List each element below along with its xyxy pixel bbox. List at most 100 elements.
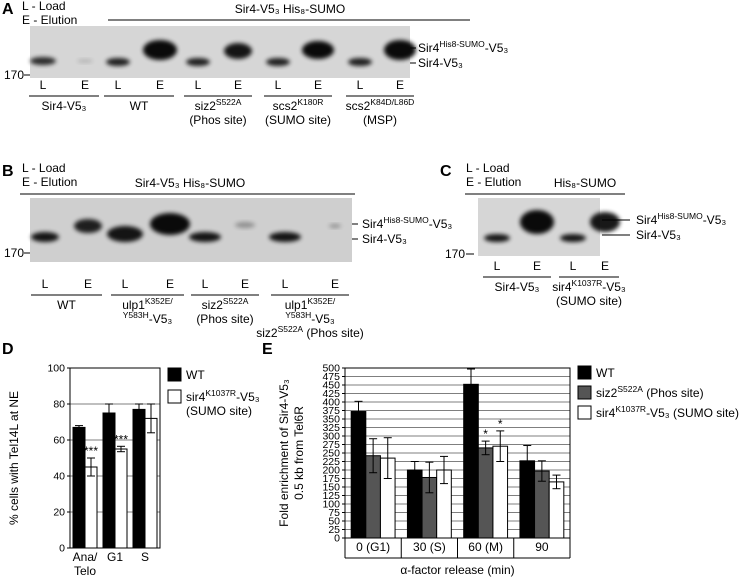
band [224, 43, 252, 59]
legend-swatch [167, 367, 182, 382]
y-tick-label: 225 [322, 456, 340, 468]
lane-label: E [396, 78, 404, 92]
y-tick-label: 75 [328, 507, 340, 519]
y-axis-title: 0.5 kb from Tel6R [292, 406, 306, 500]
y-tick-label: 350 [322, 414, 340, 426]
y-tick-label: 100 [47, 363, 65, 375]
panel-letter: A [2, 1, 14, 18]
text-run: Sir4-V5₃ [495, 280, 540, 294]
lane-label: E [331, 277, 339, 291]
y-tick-label: 125 [322, 490, 340, 502]
bar [406, 469, 423, 539]
x-tick-label: S [141, 550, 149, 564]
header: Sir4-V5₃ His₈-SUMO [135, 176, 246, 190]
text-run: Sir4-V5₃ [418, 56, 463, 70]
text-run: (SUMO site) [186, 404, 252, 418]
text-run: -V5₃ [602, 280, 626, 294]
lane-key: L - Load [466, 161, 510, 175]
text-run: Sir4-V5₃ [362, 232, 407, 246]
x-tick-label: 0 (G1) [356, 540, 390, 554]
text-run: (Phos site) [303, 326, 364, 340]
text-run: Sir4 [362, 217, 384, 231]
text-run: (SUMO site) [556, 294, 622, 308]
band [384, 40, 416, 60]
header: His₈-SUMO [554, 176, 616, 190]
lane-label: L [115, 78, 122, 92]
text-run: Ana/ [73, 550, 98, 564]
band-label: Sir4-V5₃ [636, 228, 681, 242]
band [31, 232, 59, 242]
lane-label: E [234, 78, 242, 92]
band [106, 58, 130, 66]
y-tick-label: 25 [328, 524, 340, 536]
text-run: (Phos site) [643, 386, 704, 400]
group-label: (Phos site) [189, 113, 246, 127]
lane-label: E [601, 259, 609, 273]
text-run: siz2 [195, 99, 217, 113]
legend-swatch [577, 385, 592, 400]
group-label: siz2S522A [195, 97, 242, 113]
text-run: Sir4-V5₃ [636, 228, 681, 242]
band [302, 41, 334, 59]
y-tick-label: 40 [53, 471, 65, 483]
bar [463, 383, 479, 539]
lane-label: L [357, 78, 364, 92]
group-label: siz2S522A (Phos site) [256, 324, 364, 340]
text-run: ulp1 [122, 298, 145, 312]
lane-key: E - Elution [22, 175, 77, 189]
y-tick-label: 475 [322, 371, 340, 383]
band [590, 212, 620, 232]
group-label: scs2K84D/L86D [346, 97, 415, 113]
size-marker: 170 [445, 247, 465, 261]
lane-label: E [84, 277, 92, 291]
text-run: WT [596, 366, 615, 380]
bar [477, 447, 494, 539]
text-run: WT [130, 99, 149, 113]
text-run: -V5₃ [485, 41, 509, 55]
band-label: Sir4His8-SUMO-V5₃ [636, 211, 726, 227]
text-run: siz2 [596, 386, 618, 400]
text-run: -V5₃ [429, 217, 453, 231]
band [74, 219, 102, 233]
y-tick-label: 200 [322, 465, 340, 477]
legend-swatch [167, 389, 182, 404]
band-label: Sir4-V5₃ [362, 232, 407, 246]
y-tick-label: 20 [53, 507, 65, 519]
lane-label: L [122, 277, 129, 291]
superscript: Y583H [123, 310, 149, 320]
legend-label: (SUMO site) [186, 404, 252, 418]
band [143, 40, 177, 60]
lane-label: E [314, 78, 322, 92]
band [348, 58, 372, 66]
lane-key: L - Load [22, 161, 66, 175]
group-label: Y583H-V5₃ [123, 310, 173, 326]
lane-key: E - Elution [466, 175, 521, 189]
group-label: ulp1K352E/ [285, 296, 336, 312]
x-tick-label: Ana/Telo [73, 550, 98, 578]
lane-label: L [282, 277, 289, 291]
panel-letter: B [2, 163, 14, 180]
band-label: Sir4His8-SUMO-V5₃ [418, 39, 508, 55]
band [77, 59, 93, 63]
size-marker: 170 [4, 68, 24, 82]
lane-label: E [241, 277, 249, 291]
legend-label: siz2S522A (Phos site) [596, 384, 704, 400]
text-run: sir4 [552, 280, 572, 294]
band [520, 210, 554, 234]
lane-label: E [166, 277, 174, 291]
band [329, 224, 341, 228]
text-run: -V5₃ [236, 390, 260, 404]
text-run: Sir4-V5₃ [42, 99, 87, 113]
group-label: (SUMO site) [265, 113, 331, 127]
y-tick-label: 80 [53, 399, 65, 411]
superscript: S522A [617, 384, 643, 394]
band [560, 234, 586, 242]
superscript: His8-SUMO [439, 39, 485, 49]
y-tick-label: 400 [322, 397, 340, 409]
x-tick-label: 60 (M) [468, 540, 503, 554]
legend-swatch [577, 365, 592, 380]
y-tick-label: 275 [322, 439, 340, 451]
x-axis-title: α-factor release (min) [400, 563, 514, 577]
text-run: WT [57, 298, 76, 312]
